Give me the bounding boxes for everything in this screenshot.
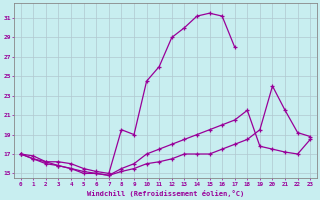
X-axis label: Windchill (Refroidissement éolien,°C): Windchill (Refroidissement éolien,°C) [87,190,244,197]
